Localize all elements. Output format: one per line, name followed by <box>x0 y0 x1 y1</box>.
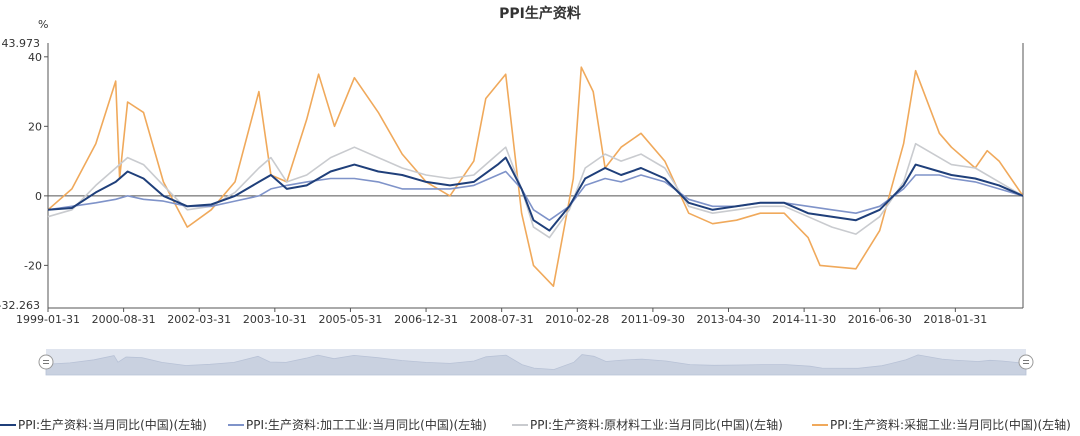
y-axis: 40 20 0 -20 43.973 -32.263 <box>0 37 1024 312</box>
legend-item-3[interactable]: PPI:生产资料:原材料工业:当月同比(中国)(左轴) <box>512 416 783 433</box>
slider-handle-left[interactable] <box>38 354 54 370</box>
y-max-label: 43.973 <box>2 37 41 50</box>
zoom-slider[interactable] <box>38 349 1034 376</box>
legend-item-4[interactable]: PPI:生产资料:采掘工业:当月同比(中国)(左轴) <box>812 416 1071 433</box>
legend-item-2[interactable]: PPI:生产资料:加工工业:当月同比(中国)(左轴) <box>228 416 487 433</box>
slider-handle-right[interactable] <box>1018 354 1034 370</box>
series-layer <box>47 66 1024 287</box>
legend-label: PPI:生产资料:加工工业:当月同比(中国)(左轴) <box>246 418 487 432</box>
x-tick-label: 2006-12-31 <box>394 313 458 326</box>
slider-preview <box>45 354 1027 376</box>
legend-swatch <box>512 423 528 426</box>
x-tick-label: 2000-08-31 <box>92 313 156 326</box>
series-line-4 <box>47 66 1024 287</box>
y-axis-unit: % <box>38 18 48 31</box>
x-tick-label: 2010-02-28 <box>545 313 609 326</box>
legend-swatch <box>228 423 244 426</box>
series-line-1 <box>47 156 1024 232</box>
legend-label: PPI:生产资料:原材料工业:当月同比(中国)(左轴) <box>530 418 783 432</box>
legend-item-1[interactable]: PPI:生产资料:当月同比(中国)(左轴) <box>0 416 207 433</box>
y-tick-label: 20 <box>28 120 42 133</box>
y-tick-label: 0 <box>35 190 42 203</box>
y-tick-label: 40 <box>28 51 42 64</box>
x-tick-label: 2016-06-30 <box>848 313 912 326</box>
y-min-label: -32.263 <box>0 299 40 312</box>
series-line-3 <box>47 142 1024 239</box>
x-tick-label: 2002-03-31 <box>167 313 231 326</box>
legend-label: PPI:生产资料:当月同比(中国)(左轴) <box>18 418 207 432</box>
legend-swatch <box>0 423 16 426</box>
x-tick-label: 2005-05-31 <box>318 313 382 326</box>
x-tick-label: 2014-11-30 <box>772 313 836 326</box>
legend-label: PPI:生产资料:采掘工业:当月同比(中国)(左轴) <box>830 418 1071 432</box>
x-tick-label: 2008-07-31 <box>470 313 534 326</box>
x-tick-label: 2018-01-31 <box>923 313 987 326</box>
x-tick-label: 2013-04-30 <box>697 313 761 326</box>
legend-swatch <box>812 423 828 426</box>
x-axis: 1999-01-31 2000-08-31 2002-03-31 2003-10-31… <box>16 195 1023 326</box>
x-tick-label: 2003-10-31 <box>243 313 307 326</box>
x-tick-label: 1999-01-31 <box>16 313 80 326</box>
y-tick-label: -20 <box>24 259 42 272</box>
series-line-2 <box>47 170 1024 221</box>
legend: PPI:生产资料:当月同比(中国)(左轴) PPI:生产资料:加工工业:当月同比(… <box>0 416 1080 434</box>
x-tick-label: 2011-09-30 <box>621 313 685 326</box>
chart-title: PPI生产资料 <box>499 5 581 22</box>
